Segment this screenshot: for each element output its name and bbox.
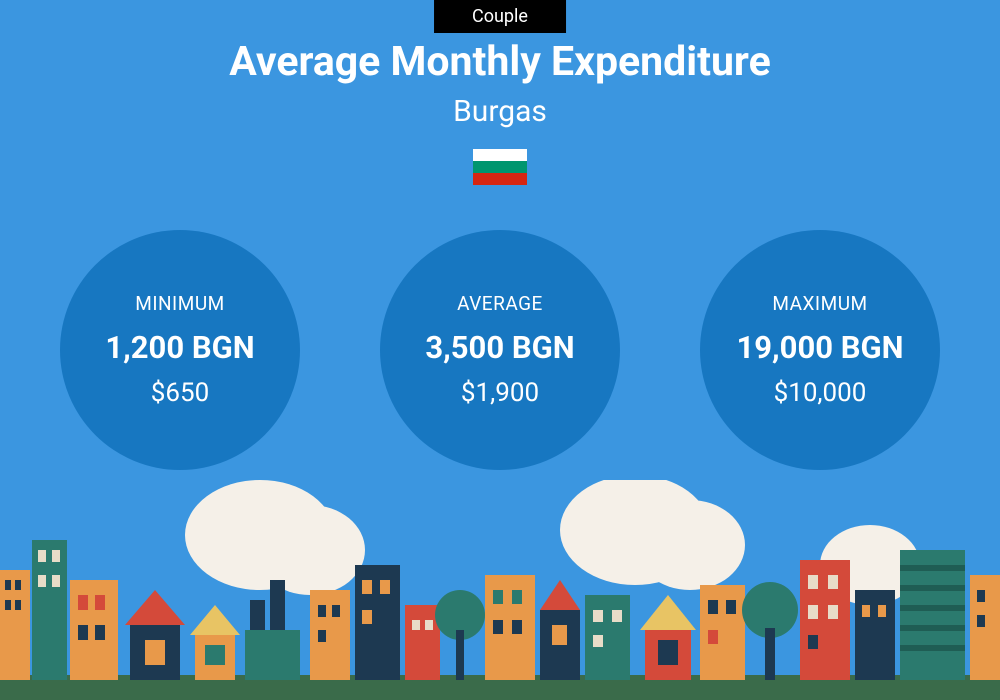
maximum-value: 19,000 BGN bbox=[736, 329, 903, 366]
category-tab-label: Couple bbox=[472, 6, 528, 27]
page-title: Average Monthly Expenditure bbox=[0, 38, 1000, 86]
expenditure-circles: MINIMUM 1,200 BGN $650 AVERAGE 3,500 BGN… bbox=[0, 230, 1000, 470]
minimum-usd: $650 bbox=[151, 378, 209, 408]
minimum-circle: MINIMUM 1,200 BGN $650 bbox=[60, 230, 300, 470]
flag-stripe-red bbox=[473, 173, 527, 185]
maximum-usd: $10,000 bbox=[774, 378, 867, 408]
country-flag-icon bbox=[473, 149, 527, 185]
maximum-circle: MAXIMUM 19,000 BGN $10,000 bbox=[700, 230, 940, 470]
header-section: Average Monthly Expenditure Burgas bbox=[0, 38, 1000, 189]
category-tab: Couple bbox=[434, 0, 566, 33]
flag-stripe-white bbox=[473, 149, 527, 161]
minimum-label: MINIMUM bbox=[135, 292, 224, 315]
city-name: Burgas bbox=[0, 94, 1000, 129]
cityscape-illustration bbox=[0, 480, 1000, 700]
average-circle: AVERAGE 3,500 BGN $1,900 bbox=[380, 230, 620, 470]
average-usd: $1,900 bbox=[461, 378, 539, 408]
average-value: 3,500 BGN bbox=[425, 329, 574, 366]
maximum-label: MAXIMUM bbox=[772, 292, 867, 315]
average-label: AVERAGE bbox=[457, 292, 543, 315]
flag-stripe-green bbox=[473, 161, 527, 173]
minimum-value: 1,200 BGN bbox=[105, 329, 254, 366]
